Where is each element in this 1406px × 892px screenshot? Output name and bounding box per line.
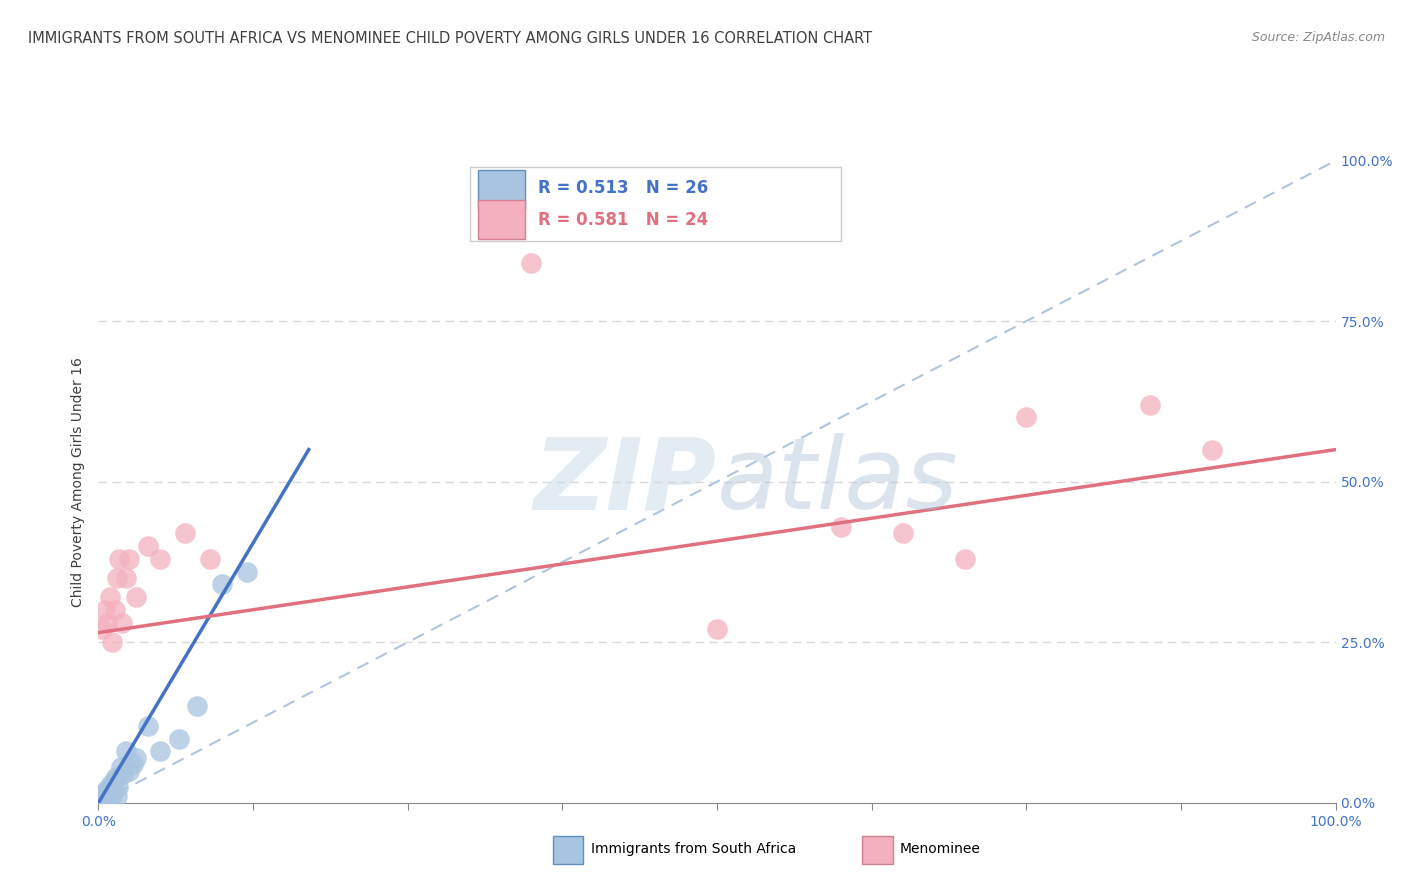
Text: R = 0.513   N = 26: R = 0.513 N = 26 — [537, 178, 707, 196]
Point — [91, 623, 114, 637]
Point — [520, 256, 543, 270]
Point — [93, 786, 115, 800]
Point — [93, 789, 115, 804]
FancyBboxPatch shape — [478, 201, 526, 239]
Point — [706, 623, 728, 637]
Point — [111, 615, 134, 630]
Point — [96, 790, 118, 805]
Point — [830, 519, 852, 533]
FancyBboxPatch shape — [470, 167, 841, 241]
Point — [107, 780, 129, 794]
Point — [101, 635, 124, 649]
Point — [124, 591, 146, 605]
Point — [953, 551, 976, 566]
Point — [112, 767, 135, 781]
Text: Immigrants from South Africa: Immigrants from South Africa — [591, 842, 796, 856]
Point — [91, 792, 114, 806]
Point — [891, 526, 914, 541]
Point — [114, 744, 136, 758]
Point — [186, 699, 208, 714]
Point — [1015, 410, 1038, 425]
Point — [103, 783, 125, 797]
Point — [98, 591, 121, 605]
Point — [118, 764, 141, 778]
Point — [149, 744, 172, 758]
Point — [97, 784, 120, 798]
Point — [167, 731, 190, 746]
Point — [122, 757, 145, 772]
Point — [108, 551, 131, 566]
Point — [211, 577, 233, 591]
Y-axis label: Child Poverty Among Girls Under 16: Child Poverty Among Girls Under 16 — [72, 357, 86, 607]
Point — [96, 615, 118, 630]
Point — [103, 773, 125, 788]
Point — [110, 760, 132, 774]
Point — [1201, 442, 1223, 457]
Point — [100, 776, 122, 790]
Point — [236, 565, 259, 579]
Point — [94, 783, 117, 797]
Text: Menominee: Menominee — [900, 842, 981, 856]
Point — [104, 770, 127, 784]
Point — [198, 551, 221, 566]
Point — [101, 788, 124, 802]
Point — [103, 603, 125, 617]
Text: ZIP: ZIP — [534, 434, 717, 530]
Point — [118, 551, 141, 566]
Point — [136, 719, 159, 733]
Text: IMMIGRANTS FROM SOUTH AFRICA VS MENOMINEE CHILD POVERTY AMONG GIRLS UNDER 16 COR: IMMIGRANTS FROM SOUTH AFRICA VS MENOMINE… — [28, 31, 872, 46]
Point — [1139, 398, 1161, 412]
Point — [174, 526, 197, 541]
Point — [105, 571, 128, 585]
FancyBboxPatch shape — [478, 170, 526, 209]
Point — [114, 571, 136, 585]
Text: Source: ZipAtlas.com: Source: ZipAtlas.com — [1251, 31, 1385, 45]
Point — [149, 551, 172, 566]
Point — [98, 780, 121, 794]
Point — [136, 539, 159, 553]
Point — [124, 751, 146, 765]
Point — [93, 603, 115, 617]
Text: R = 0.581   N = 24: R = 0.581 N = 24 — [537, 211, 707, 228]
Point — [105, 789, 128, 804]
Text: atlas: atlas — [717, 434, 959, 530]
